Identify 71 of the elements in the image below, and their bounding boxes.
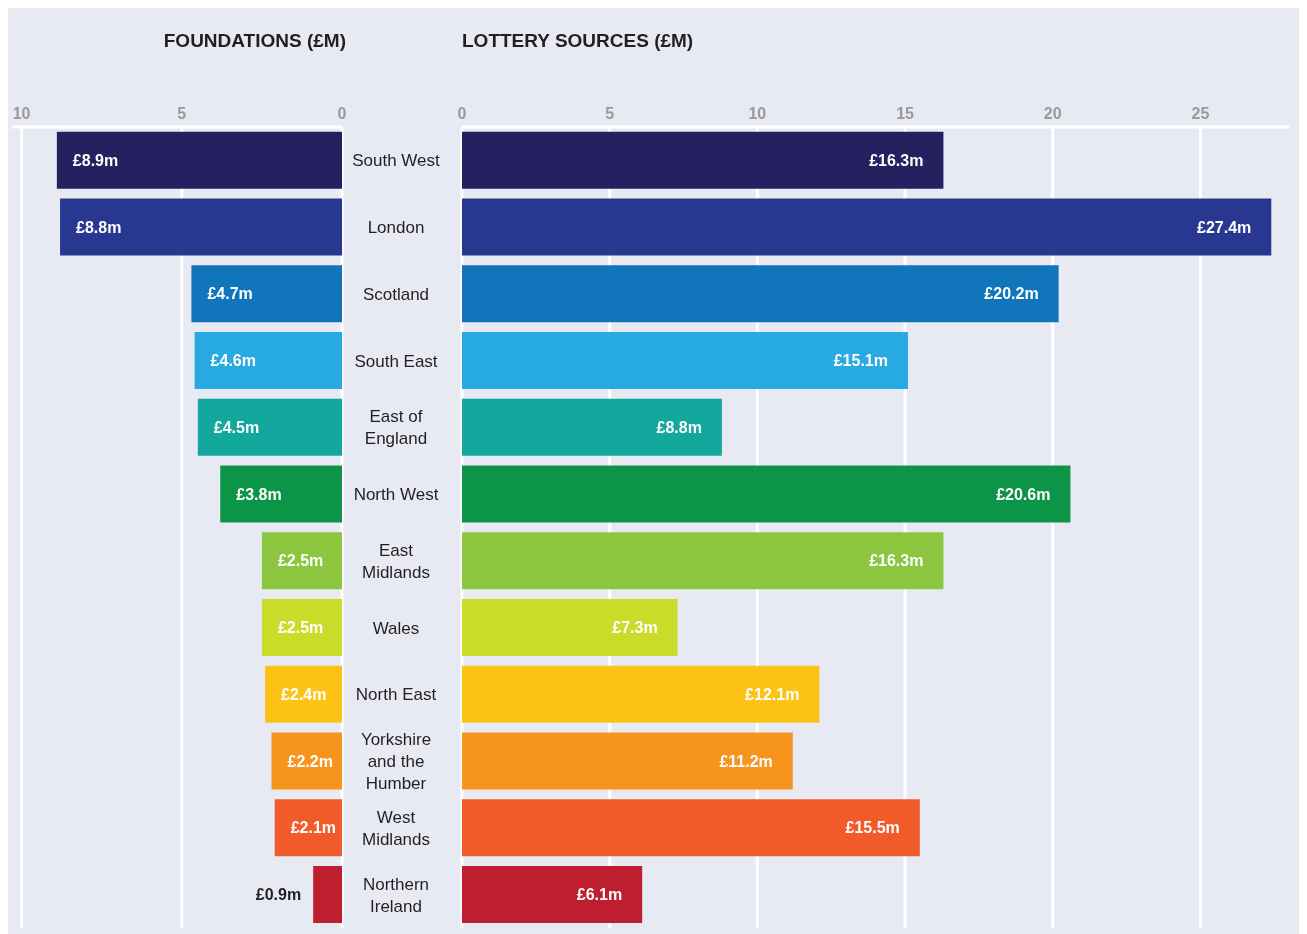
y-tick-label: East Midlands bbox=[361, 540, 431, 582]
data-label: £15.5m bbox=[845, 819, 900, 837]
data-label: £3.8m bbox=[236, 485, 282, 503]
data-label: £4.6m bbox=[210, 352, 256, 370]
bar bbox=[462, 532, 944, 590]
data-label: £4.5m bbox=[213, 418, 260, 436]
x-tick-label: 20 bbox=[1043, 105, 1062, 122]
data-label: £2.2m bbox=[287, 752, 333, 770]
data-label: £20.2m bbox=[984, 285, 1039, 303]
data-label: £8.8m bbox=[76, 218, 122, 236]
x-tick-label: 10 bbox=[748, 105, 767, 122]
bar bbox=[265, 665, 342, 723]
bar bbox=[261, 532, 342, 590]
data-label: £8.8m bbox=[656, 418, 702, 436]
x-tick-label: 0 bbox=[457, 105, 467, 122]
bar bbox=[462, 198, 1272, 256]
bar bbox=[462, 331, 908, 389]
bar bbox=[274, 799, 342, 857]
data-label: £16.3m bbox=[869, 151, 924, 169]
data-label: £20.6m bbox=[996, 485, 1051, 503]
data-label: £27.4m bbox=[1197, 218, 1252, 236]
bar bbox=[220, 465, 342, 523]
y-tick-label: London bbox=[367, 218, 425, 238]
x-tick-label: 10 bbox=[12, 105, 31, 122]
bar bbox=[462, 398, 722, 456]
x-tick-label: 5 bbox=[605, 105, 615, 122]
bar bbox=[462, 732, 793, 790]
bar bbox=[191, 265, 342, 323]
data-label: £16.3m bbox=[869, 552, 924, 570]
y-tick-label: North East bbox=[355, 685, 437, 705]
x-tick-label: 0 bbox=[337, 105, 347, 122]
data-label: £2.5m bbox=[277, 619, 324, 637]
data-label: £2.4m bbox=[281, 685, 327, 703]
bar bbox=[462, 265, 1059, 323]
data-label: £2.1m bbox=[290, 819, 337, 837]
y-tick-label: South East bbox=[354, 351, 438, 371]
chart-title: LOTTERY SOURCES (£M) bbox=[462, 30, 694, 52]
data-label: £8.9m bbox=[72, 151, 119, 169]
y-tick-label: West Midlands bbox=[361, 807, 431, 849]
data-label: £7.3m bbox=[612, 619, 658, 637]
data-label: £2.5m bbox=[277, 552, 324, 570]
x-tick-label: 25 bbox=[1191, 105, 1210, 122]
bar bbox=[197, 398, 342, 456]
data-label: £0.9m bbox=[255, 886, 302, 904]
y-tick-label: Scotland bbox=[362, 284, 430, 304]
chart-title: FOUNDATIONS (£M) bbox=[163, 30, 346, 52]
bar bbox=[261, 598, 342, 656]
bar bbox=[462, 799, 920, 857]
y-tick-label: Yorkshire and the Humber bbox=[360, 729, 432, 794]
data-label: £6.1m bbox=[576, 886, 623, 904]
x-tick-label: 15 bbox=[896, 105, 915, 122]
data-label: £12.1m bbox=[745, 685, 800, 703]
y-tick-label: Northern Ireland bbox=[362, 874, 430, 916]
data-label: £4.7m bbox=[207, 285, 253, 303]
bar bbox=[462, 665, 820, 723]
bar bbox=[56, 131, 342, 189]
bar bbox=[462, 465, 1071, 523]
bar bbox=[462, 598, 678, 656]
bar bbox=[271, 732, 342, 790]
bar bbox=[462, 865, 643, 923]
x-tick-label: 5 bbox=[177, 105, 187, 122]
bar bbox=[313, 865, 342, 923]
bar bbox=[462, 131, 944, 189]
bar bbox=[60, 198, 342, 256]
y-tick-label: North West bbox=[353, 485, 439, 505]
data-label: £15.1m bbox=[833, 352, 888, 370]
y-tick-label: South West bbox=[352, 151, 441, 171]
data-label: £11.2m bbox=[719, 752, 773, 770]
y-tick-label: Wales bbox=[372, 618, 420, 638]
bar bbox=[194, 331, 342, 389]
y-tick-label: East of England bbox=[364, 407, 428, 449]
